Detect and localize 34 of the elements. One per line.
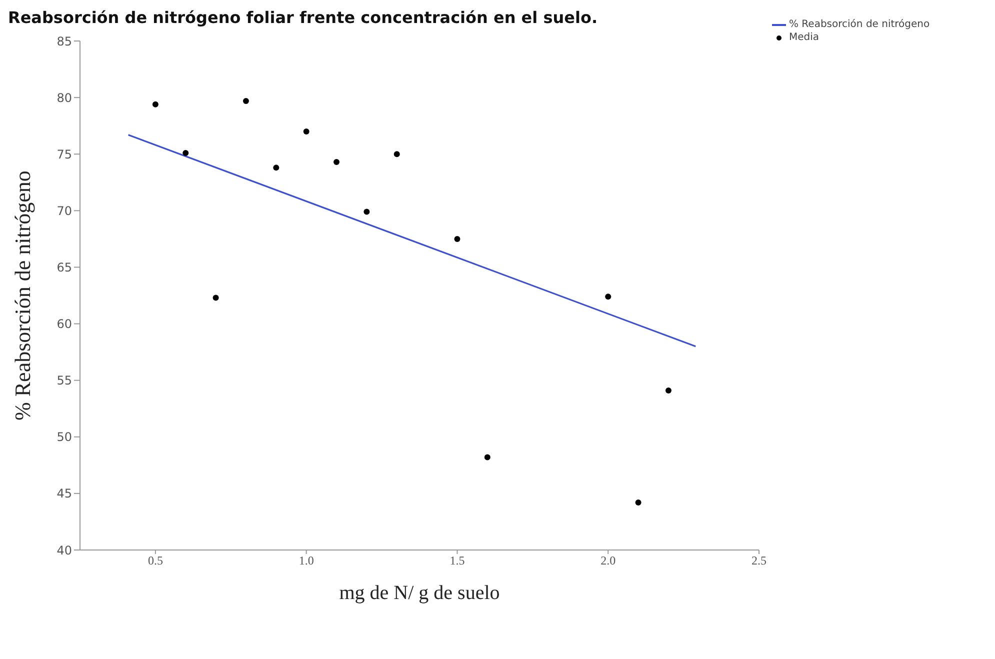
x-axis-title: mg de N/ g de suelo: [339, 582, 500, 604]
point: [182, 150, 189, 156]
point: [364, 208, 370, 215]
point: [665, 388, 672, 394]
point: [152, 101, 158, 108]
point: [635, 499, 642, 506]
point: [303, 128, 310, 134]
point: [334, 159, 340, 166]
y-tick-label: 60: [56, 317, 72, 332]
y-tick-label: 45: [56, 486, 72, 501]
y-tick-label: 65: [56, 260, 72, 274]
y-axis-title: % Reabsorción de nitrógeno: [10, 170, 35, 420]
y-tick-label: 40: [56, 543, 72, 558]
point: [394, 151, 400, 158]
y-tick-label: 80: [56, 90, 72, 105]
x-tick-label: 2.0: [600, 554, 616, 568]
point: [242, 98, 249, 104]
point: [484, 454, 490, 460]
point: [605, 294, 612, 300]
y-tick-label: 85: [56, 34, 72, 48]
x-tick-label: 0.5: [148, 554, 163, 568]
y-tick-label: 70: [56, 204, 72, 218]
y-tick-label: 55: [56, 374, 72, 388]
point: [454, 236, 460, 242]
legend-label: Media: [789, 31, 820, 44]
x-tick-label: 1.5: [450, 554, 465, 568]
point: [212, 294, 219, 301]
y-tick-label: 50: [56, 430, 72, 444]
x-tick-label: 2.5: [752, 554, 766, 568]
point: [273, 164, 280, 171]
chart-title: Reabsorción de nitrógeno foliar frente concentración en el suelo.: [8, 8, 598, 27]
x-tick-label: 1.0: [298, 554, 314, 568]
y-tick-label: 75: [56, 147, 72, 162]
legend-label: % Reabsorción de nitrógeno: [789, 18, 930, 31]
